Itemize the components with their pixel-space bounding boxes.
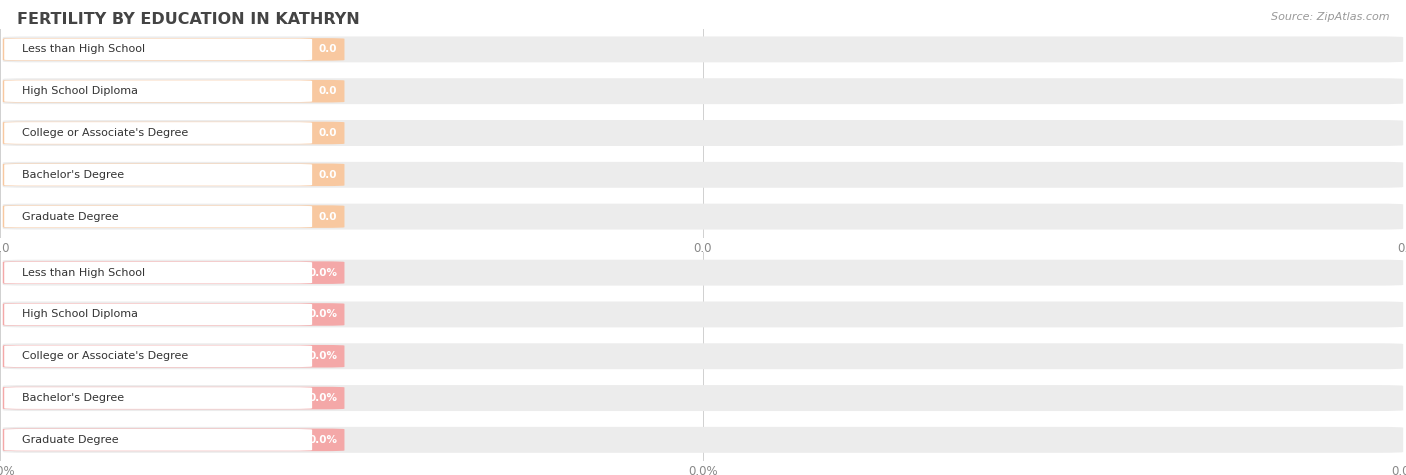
FancyBboxPatch shape: [3, 205, 344, 228]
Text: 0.0: 0.0: [319, 211, 337, 222]
FancyBboxPatch shape: [3, 122, 344, 144]
FancyBboxPatch shape: [3, 427, 1403, 453]
FancyBboxPatch shape: [3, 38, 344, 61]
FancyBboxPatch shape: [3, 387, 344, 409]
Text: Source: ZipAtlas.com: Source: ZipAtlas.com: [1271, 12, 1389, 22]
FancyBboxPatch shape: [3, 343, 1403, 369]
Text: Bachelor's Degree: Bachelor's Degree: [22, 170, 125, 180]
FancyBboxPatch shape: [3, 385, 1403, 411]
Text: College or Associate's Degree: College or Associate's Degree: [22, 351, 188, 361]
Text: 0.0%: 0.0%: [308, 309, 337, 320]
Text: College or Associate's Degree: College or Associate's Degree: [22, 128, 188, 138]
FancyBboxPatch shape: [3, 204, 1403, 229]
Text: Less than High School: Less than High School: [22, 267, 146, 278]
Text: Bachelor's Degree: Bachelor's Degree: [22, 393, 125, 403]
FancyBboxPatch shape: [3, 428, 344, 451]
Text: High School Diploma: High School Diploma: [22, 86, 139, 96]
FancyBboxPatch shape: [3, 37, 1403, 62]
FancyBboxPatch shape: [4, 80, 312, 102]
FancyBboxPatch shape: [4, 387, 312, 409]
Text: 0.0%: 0.0%: [308, 267, 337, 278]
Text: 0.0%: 0.0%: [308, 435, 337, 445]
Text: 0.0%: 0.0%: [308, 351, 337, 361]
FancyBboxPatch shape: [3, 80, 344, 103]
Text: 0.0: 0.0: [319, 44, 337, 55]
Text: Graduate Degree: Graduate Degree: [22, 435, 120, 445]
FancyBboxPatch shape: [4, 122, 312, 144]
FancyBboxPatch shape: [4, 206, 312, 228]
FancyBboxPatch shape: [4, 164, 312, 186]
Text: FERTILITY BY EDUCATION IN KATHRYN: FERTILITY BY EDUCATION IN KATHRYN: [17, 12, 360, 27]
FancyBboxPatch shape: [3, 78, 1403, 104]
FancyBboxPatch shape: [3, 260, 1403, 285]
FancyBboxPatch shape: [3, 302, 1403, 327]
Text: 0.0: 0.0: [319, 128, 337, 138]
Text: 0.0: 0.0: [319, 170, 337, 180]
FancyBboxPatch shape: [3, 163, 344, 186]
FancyBboxPatch shape: [4, 345, 312, 367]
FancyBboxPatch shape: [4, 262, 312, 284]
FancyBboxPatch shape: [4, 429, 312, 451]
FancyBboxPatch shape: [3, 162, 1403, 188]
Text: Less than High School: Less than High School: [22, 44, 146, 55]
FancyBboxPatch shape: [4, 304, 312, 325]
FancyBboxPatch shape: [3, 261, 344, 284]
FancyBboxPatch shape: [3, 303, 344, 326]
Text: 0.0: 0.0: [319, 86, 337, 96]
FancyBboxPatch shape: [3, 120, 1403, 146]
FancyBboxPatch shape: [3, 345, 344, 368]
Text: 0.0%: 0.0%: [308, 393, 337, 403]
FancyBboxPatch shape: [4, 38, 312, 60]
Text: Graduate Degree: Graduate Degree: [22, 211, 120, 222]
Text: High School Diploma: High School Diploma: [22, 309, 139, 320]
